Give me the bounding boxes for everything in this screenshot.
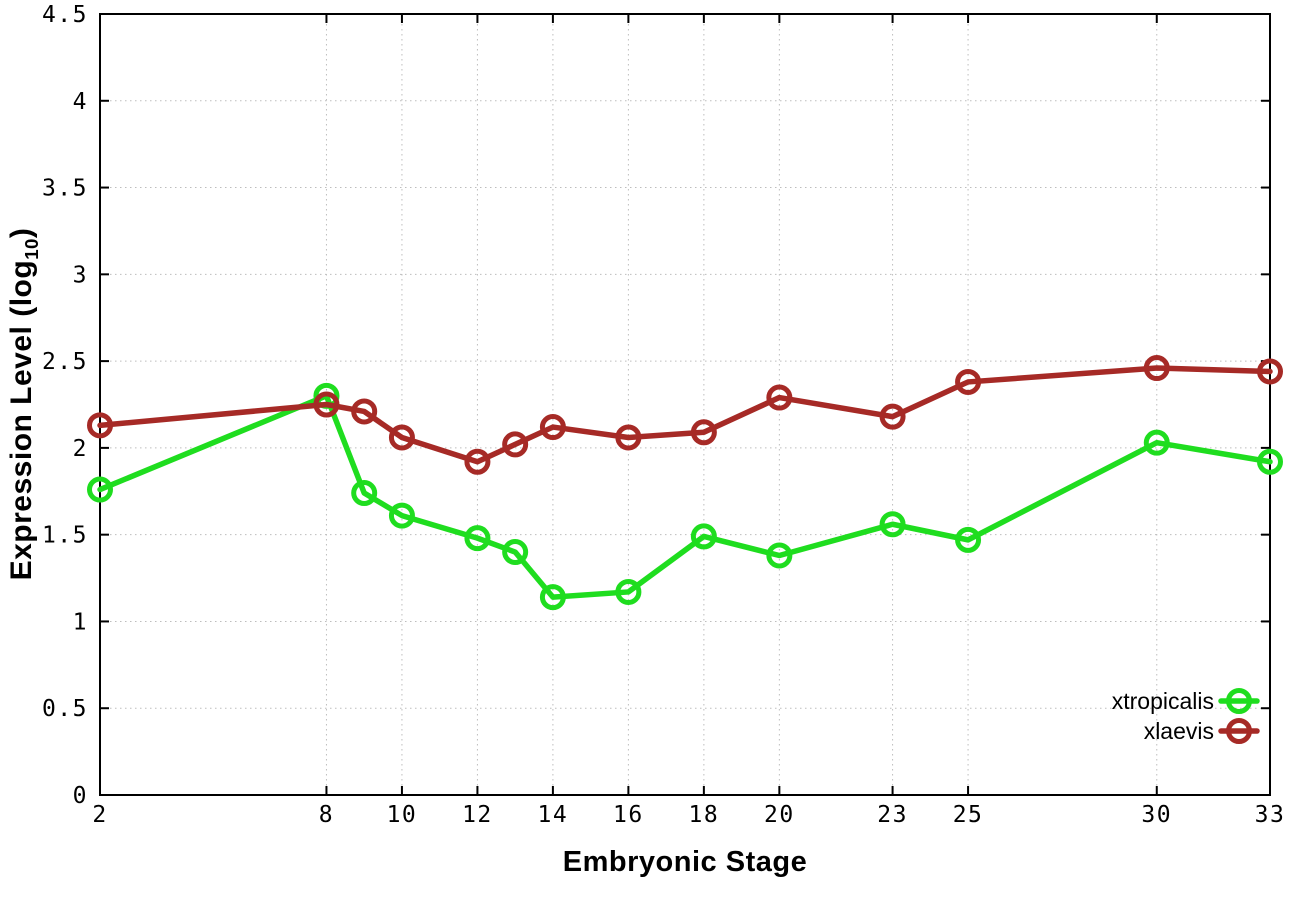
data-point-xtropicalis-stage-20 <box>766 542 793 569</box>
x-tick-label: 10 <box>387 802 418 828</box>
data-point-xlaevis-stage-33 <box>1257 358 1283 385</box>
plot-border <box>99 13 1271 796</box>
y-tick-label: 4 <box>73 89 88 115</box>
y-tick-label: 2 <box>73 436 88 462</box>
y-tick-label: 4.5 <box>42 2 88 28</box>
data-point-xlaevis-stage-14 <box>539 414 566 441</box>
data-point-xlaevis-stage-12 <box>464 448 491 475</box>
data-point-xlaevis-stage-16 <box>615 424 642 451</box>
x-tick-label: 25 <box>953 802 984 828</box>
x-tick-label: 2 <box>92 802 107 828</box>
series-line-xtropicalis <box>97 393 1273 600</box>
legend-label-xlaevis: xlaevis <box>1144 718 1214 744</box>
x-tick-label: 8 <box>319 802 334 828</box>
y-axis-title: Expression Level (log10) <box>5 228 43 581</box>
data-point-xtropicalis-stage-2 <box>87 476 113 503</box>
x-tick-label: 33 <box>1255 802 1286 828</box>
data-point-xtropicalis-stage-16 <box>615 578 642 605</box>
x-tick-label: 30 <box>1141 802 1172 828</box>
data-point-xtropicalis-stage-10 <box>388 502 415 529</box>
y-tick-label: 0 <box>73 783 88 809</box>
x-tick-label: 14 <box>538 802 569 828</box>
x-tick-label: 20 <box>764 802 795 828</box>
legend-marker-xtropicalis <box>1226 688 1252 714</box>
y-tick-label: 1 <box>73 609 88 635</box>
data-point-xlaevis-stage-8 <box>313 391 340 418</box>
x-tick-label: 18 <box>689 802 720 828</box>
x-tick-label: 12 <box>462 802 493 828</box>
y-tick-label: 3 <box>73 262 88 288</box>
data-point-xtropicalis-stage-12 <box>464 525 491 552</box>
data-point-xtropicalis-stage-14 <box>539 584 566 611</box>
data-point-xlaevis-stage-18 <box>690 419 717 446</box>
data-point-xtropicalis-stage-30 <box>1143 429 1170 456</box>
data-point-xlaevis-stage-20 <box>766 384 793 411</box>
legend-label-xtropicalis: xtropicalis <box>1112 688 1214 714</box>
data-point-xlaevis-stage-2 <box>87 412 113 439</box>
x-tick-label: 16 <box>613 802 644 828</box>
y-tick-label: 0.5 <box>42 696 88 722</box>
y-tick-label: 1.5 <box>42 523 88 549</box>
y-tick-label: 2.5 <box>42 349 88 375</box>
x-tick-label: 23 <box>877 802 908 828</box>
data-point-xtropicalis-stage-25 <box>955 526 982 553</box>
y-axis-title-suffix: ) <box>5 227 38 239</box>
y-axis-title-subscript: 10 <box>21 238 42 260</box>
series-line-xlaevis <box>97 365 1273 465</box>
data-point-xtropicalis-stage-23 <box>879 511 906 538</box>
y-tick-label: 3.5 <box>42 176 88 202</box>
y-axis-title-text: Expression Level (log <box>5 259 38 581</box>
data-point-xtropicalis-stage-18 <box>690 523 717 550</box>
data-point-xlaevis-stage-23 <box>879 403 906 430</box>
data-point-xlaevis-stage-13 <box>502 431 529 458</box>
data-point-xlaevis-stage-25 <box>955 368 982 395</box>
data-point-xlaevis-stage-30 <box>1143 355 1170 382</box>
data-point-xtropicalis-stage-9 <box>351 480 378 507</box>
x-axis-title: Embryonic Stage <box>562 846 808 878</box>
data-point-xlaevis-stage-10 <box>388 424 415 451</box>
data-point-xlaevis-stage-9 <box>351 398 378 425</box>
legend-marker-xlaevis <box>1226 718 1252 744</box>
data-point-xtropicalis-stage-13 <box>502 539 529 566</box>
data-point-xtropicalis-stage-33 <box>1257 448 1283 475</box>
